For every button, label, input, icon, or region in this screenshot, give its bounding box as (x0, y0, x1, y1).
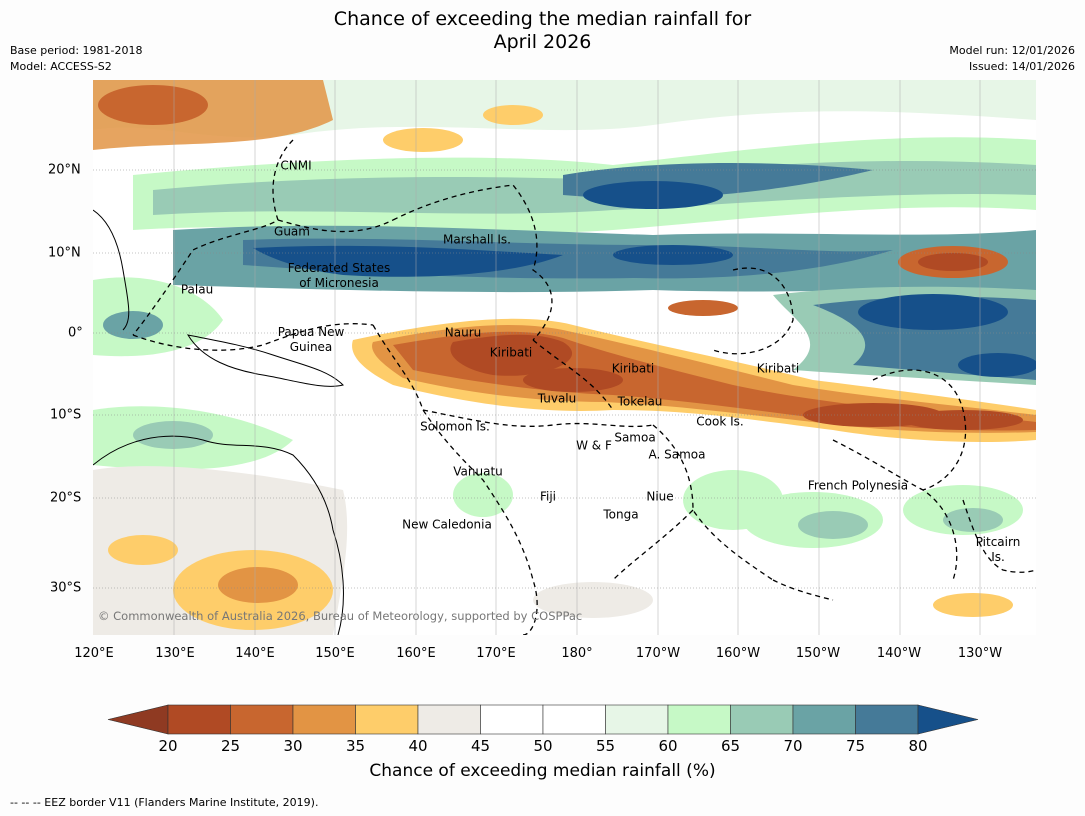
place-cook-islands: Cook Is. (696, 414, 744, 429)
place-solomon: Solomon Is. (420, 419, 490, 434)
lat-label-20s: 20°S (50, 490, 82, 506)
lon-label-140e: 140°E (235, 646, 275, 661)
map-title: Chance of exceeding the median rainfall … (0, 8, 1085, 54)
forecast-map-svg (93, 80, 1036, 635)
colorbar-swatch (792, 704, 856, 735)
colorbar-tick-label: 60 (658, 737, 678, 755)
colorbar-tick-label: 65 (720, 737, 741, 755)
place-palau: Palau (180, 282, 214, 297)
lon-label-150e: 150°E (315, 646, 355, 661)
meta-left: Base period: 1981-2018 Model: ACCESS-S2 (10, 43, 142, 75)
place-kiribati-1: Kiribati (489, 345, 533, 360)
forecast-map[interactable] (93, 80, 1036, 635)
colorbar-tick-label: 55 (595, 737, 616, 755)
colorbar-tick-label: 20 (158, 737, 178, 755)
colorbar-tick-label: 40 (408, 737, 428, 755)
place-kiribati-2: Kiribati (611, 361, 655, 376)
colorbar-extend-high (917, 704, 979, 735)
lat-label-10s: 10°S (50, 407, 82, 423)
lon-label-180: 180° (561, 646, 593, 661)
issued-date: Issued: 14/01/2026 (968, 60, 1075, 73)
model-name: Model: ACCESS-S2 (10, 60, 112, 73)
colorbar-swatch (605, 704, 669, 735)
eez-footnote: -- -- -- EEZ border V11 (Flanders Marine… (10, 796, 319, 809)
colorbar-tick-label: 45 (470, 737, 491, 755)
place-marshall: Marshall Is. (443, 232, 511, 247)
place-fiji: Fiji (539, 489, 557, 504)
colorbar-tick-label: 70 (783, 737, 803, 755)
lat-label-30s: 30°S (50, 580, 82, 596)
lat-label-10n: 10°N (48, 245, 81, 261)
colorbar-tick-label: 35 (345, 737, 366, 755)
colorbar-extend-low (107, 704, 169, 735)
colorbar (107, 704, 979, 735)
lon-label-150w: 150°W (795, 646, 841, 661)
place-tokelau: Tokelau (617, 394, 663, 409)
place-nauru: Nauru (444, 325, 482, 340)
colorbar-swatch (230, 704, 294, 735)
colorbar-swatch (542, 704, 606, 735)
colorbar-swatch (292, 704, 356, 735)
map-title-line2: April 2026 (493, 31, 592, 53)
lon-label-170w: 170°W (635, 646, 681, 661)
place-pitcairn: Pitcairn Is. (975, 535, 1021, 564)
colorbar-swatch (667, 704, 731, 735)
place-fsm: Federated States of Micronesia (287, 261, 391, 290)
lon-label-140w: 140°W (876, 646, 922, 661)
copyright-notice: © Commonwealth of Australia 2026, Bureau… (98, 609, 583, 623)
place-wallis-futuna: W & F (576, 438, 612, 453)
lon-label-130w: 130°W (957, 646, 1003, 661)
colorbar-tick-label: 25 (220, 737, 241, 755)
colorbar-label: Chance of exceeding median rainfall (%) (369, 761, 716, 781)
colorbar-tick-label: 80 (908, 737, 928, 755)
colorbar-swatch (730, 704, 794, 735)
place-new-caledonia: New Caledonia (402, 517, 492, 532)
colorbar-swatches (107, 704, 979, 735)
place-samoa: Samoa (614, 430, 656, 445)
model-run: Model run: 12/01/2026 (949, 44, 1075, 57)
lon-label-130e: 130°E (155, 646, 195, 661)
place-tuvalu: Tuvalu (537, 391, 577, 406)
place-kiribati-3: Kiribati (756, 361, 800, 376)
colorbar-swatch (480, 704, 544, 735)
base-period: Base period: 1981-2018 (10, 44, 143, 57)
place-tonga: Tonga (603, 507, 639, 522)
lat-label-20n: 20°N (48, 162, 81, 178)
map-title-line1: Chance of exceeding the median rainfall … (333, 8, 752, 30)
lon-label-170e: 170°E (476, 646, 516, 661)
lon-label-160w: 160°W (715, 646, 761, 661)
place-png: Papua New Guinea (277, 325, 345, 354)
place-cnmi: CNMI (280, 158, 312, 173)
colorbar-tick-label: 30 (283, 737, 303, 755)
place-american-samoa: A. Samoa (648, 447, 706, 462)
place-vanuatu: Vanuatu (453, 464, 503, 479)
colorbar-tick-label: 50 (533, 737, 553, 755)
colorbar-swatch (167, 704, 231, 735)
place-niue: Niue (646, 489, 674, 504)
lon-label-160e: 160°E (396, 646, 436, 661)
colorbar-tick-label: 75 (845, 737, 866, 755)
place-french-polynesia: French Polynesia (807, 478, 909, 493)
lon-label-120e: 120°E (74, 646, 114, 661)
colorbar-swatch (417, 704, 481, 735)
lat-label-0: 0° (68, 325, 83, 341)
meta-right: Model run: 12/01/2026 Issued: 14/01/2026 (949, 43, 1075, 75)
colorbar-swatch (355, 704, 419, 735)
place-guam: Guam (274, 224, 310, 239)
colorbar-swatch (855, 704, 919, 735)
